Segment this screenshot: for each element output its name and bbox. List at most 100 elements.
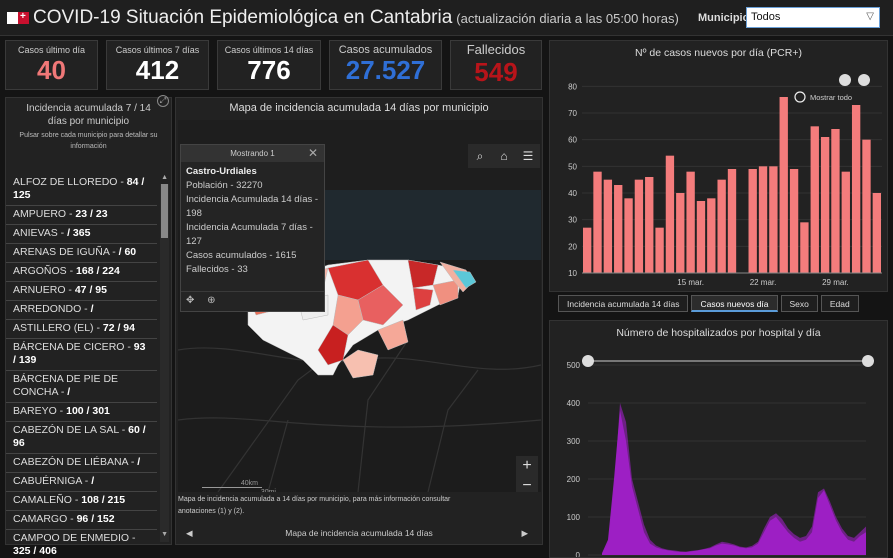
- bar[interactable]: [862, 139, 871, 273]
- range-handle-right-icon[interactable]: [862, 355, 874, 367]
- pan-icon[interactable]: ✥: [186, 295, 195, 306]
- municipio-list-item[interactable]: BÁRCENA DE CICERO - 93 / 139: [6, 339, 157, 371]
- municipio-list-item[interactable]: CABEZÓN DE LA SAL - 60 / 96: [6, 422, 157, 454]
- municipio-incidence: 23 / 23: [75, 208, 108, 220]
- area-series[interactable]: [602, 403, 866, 555]
- scale-bar: 40km 30mi: [202, 480, 282, 492]
- zoom-in-button[interactable]: +: [522, 457, 532, 474]
- bar[interactable]: [696, 201, 706, 273]
- municipio-list-item[interactable]: BAREYO - 100 / 301: [6, 403, 157, 422]
- municipio-list-item[interactable]: CAMARGO - 96 / 152: [6, 511, 157, 530]
- stat-value: 776: [247, 55, 291, 85]
- municipio-list-item[interactable]: ARNUERO - 47 / 95: [6, 282, 157, 301]
- popup-title: Castro-Urdiales: [186, 166, 257, 177]
- next-arrow-icon[interactable]: ▶: [521, 528, 528, 538]
- bar[interactable]: [665, 155, 675, 273]
- municipio-name: BAREYO -: [13, 405, 67, 417]
- list-scrollbar[interactable]: [160, 184, 169, 542]
- bar[interactable]: [810, 126, 819, 273]
- range-handle-right-icon[interactable]: [858, 74, 870, 86]
- tab-casos-nuevos-d-a[interactable]: Casos nuevos día: [691, 295, 778, 312]
- list-icon[interactable]: ☰: [522, 149, 534, 163]
- municipio-list-item[interactable]: AMPUERO - 23 / 23: [6, 206, 157, 225]
- y-tick-label: 500: [567, 361, 581, 370]
- bar[interactable]: [779, 97, 788, 273]
- municipio-list-item[interactable]: ASTILLERO (EL) - 72 / 94: [6, 320, 157, 339]
- range-handle-left-icon[interactable]: [582, 355, 594, 367]
- bar[interactable]: [603, 179, 613, 273]
- bar[interactable]: [758, 166, 768, 273]
- stat-value: 40: [37, 55, 66, 85]
- bar[interactable]: [645, 177, 654, 273]
- municipio-name: ARREDONDO -: [13, 303, 91, 315]
- close-icon[interactable]: ✕: [307, 146, 318, 160]
- scrollbar-thumb[interactable]: [161, 184, 168, 238]
- popup-line-casos: Casos acumulados - 1615: [186, 250, 297, 261]
- search-icon[interactable]: ⌕: [476, 149, 484, 163]
- bar[interactable]: [872, 193, 881, 273]
- daily-cases-chart[interactable]: 10 20 30 40 50 60 70 80 15 mar. 22 mar. 29 mar. Mos…: [550, 41, 887, 291]
- bar[interactable]: [851, 105, 861, 273]
- home-icon[interactable]: ⌂: [500, 149, 508, 163]
- stat-label: Casos últimos 14 días: [224, 45, 314, 55]
- popup-line-ia14: Incidencia Acumulada 14 días - 198: [186, 194, 319, 219]
- bar[interactable]: [707, 198, 716, 273]
- scroll-up-icon[interactable]: ▲: [161, 174, 168, 181]
- municipio-list-item[interactable]: ANIEVAS - / 365: [6, 225, 157, 244]
- map-view[interactable]: Mostrando 1 ✕ Castro-Urdiales Población -…: [178, 120, 541, 492]
- reset-zoom-label[interactable]: Mostrar todo: [810, 93, 852, 102]
- bar[interactable]: [614, 185, 623, 273]
- range-handle-left-icon[interactable]: [839, 74, 851, 86]
- stat-label: Fallecidos: [466, 42, 526, 57]
- zoom-reset-icon[interactable]: [794, 91, 806, 103]
- tab-incidencia-acumulada-14-d-as[interactable]: Incidencia acumulada 14 días: [558, 295, 689, 312]
- bar[interactable]: [820, 137, 830, 273]
- zoom-control: + −: [516, 456, 538, 492]
- municipio-incidence: 93 / 139: [13, 341, 146, 366]
- bar[interactable]: [831, 129, 840, 273]
- municipio-list: ALFOZ DE LLOREDO - 84 / 125 AMPUERO - 23 …: [6, 174, 157, 558]
- zoom-out-button[interactable]: −: [522, 477, 532, 492]
- scale-km: 40km: [202, 480, 262, 488]
- municipio-name: BÁRCENA DE CICERO -: [13, 341, 134, 353]
- popup-line-poblacion: Población - 32270: [186, 180, 263, 191]
- municipio-list-item[interactable]: CAMALEÑO - 108 / 215: [6, 492, 157, 511]
- expand-icon[interactable]: ⤢: [157, 95, 169, 107]
- map-title: Mapa de incidencia acumulada 14 días por…: [229, 102, 489, 114]
- bar[interactable]: [789, 169, 799, 273]
- bar[interactable]: [769, 166, 778, 273]
- chart-tabs: Incidencia acumulada 14 días Casos nuevos…: [558, 295, 859, 312]
- municipio-name: ALFOZ DE LLOREDO -: [13, 176, 127, 188]
- bar[interactable]: [676, 193, 685, 273]
- municipio-list-item[interactable]: ALFOZ DE LLOREDO - 84 / 125: [6, 174, 157, 206]
- bar[interactable]: [841, 171, 850, 273]
- daily-cases-chart-panel: Nº de casos nuevos por día (PCR+) 10 20 30…: [549, 40, 888, 292]
- municipio-select[interactable]: Todos ▽: [746, 7, 880, 28]
- municipio-list-panel: Incidencia acumulada 7 / 14 días por mun…: [5, 95, 172, 557]
- bar[interactable]: [593, 171, 602, 273]
- bar[interactable]: [748, 169, 757, 273]
- municipio-list-item[interactable]: CABUÉRNIGA - /: [6, 473, 157, 492]
- bar[interactable]: [727, 169, 737, 273]
- municipio-list-item[interactable]: ARENAS DE IGUÑA - / 60: [6, 244, 157, 263]
- bar[interactable]: [800, 222, 809, 273]
- bar[interactable]: [583, 227, 592, 273]
- bar[interactable]: [717, 179, 726, 273]
- bar[interactable]: [634, 179, 644, 273]
- municipio-list-item[interactable]: CABEZÓN DE LIÉBANA - /: [6, 454, 157, 473]
- municipio-list-item[interactable]: ARREDONDO - /: [6, 301, 157, 320]
- tab-edad[interactable]: Edad: [820, 295, 859, 312]
- bar[interactable]: [624, 198, 633, 273]
- zoom-to-icon[interactable]: ⊕: [207, 295, 216, 306]
- prev-arrow-icon[interactable]: ◀: [186, 528, 193, 538]
- municipio-list-item[interactable]: CAMPOO DE ENMEDIO - 325 / 406: [6, 530, 157, 558]
- municipio-list-item[interactable]: ARGOÑOS - 168 / 224: [6, 263, 157, 282]
- scroll-down-icon[interactable]: ▼: [161, 531, 168, 538]
- municipio-name: ARGOÑOS -: [13, 265, 77, 277]
- tab-sexo[interactable]: Sexo: [780, 295, 818, 312]
- bar[interactable]: [686, 171, 695, 273]
- hospital-chart[interactable]: 0 100 200 300 400 500: [550, 321, 887, 557]
- y-tick-label: 60: [568, 136, 577, 145]
- bar[interactable]: [655, 227, 664, 273]
- municipio-list-item[interactable]: BÁRCENA DE PIE DE CONCHA - /: [6, 371, 157, 403]
